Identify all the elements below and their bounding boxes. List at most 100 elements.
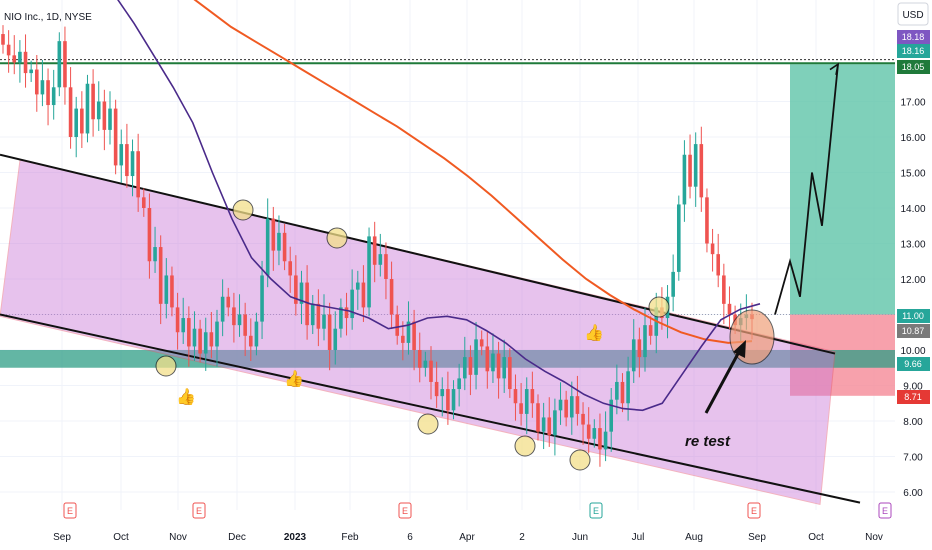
price-tick-label: 14.00	[900, 204, 925, 215]
candle-body	[271, 218, 276, 251]
candle-body	[361, 282, 366, 308]
time-tick-label: Apr	[459, 532, 475, 543]
candle-body	[34, 69, 39, 95]
candle-body	[423, 360, 428, 368]
candle-body	[226, 296, 231, 308]
candle-body	[705, 197, 709, 244]
candle-body	[265, 218, 270, 276]
annotations: re test	[685, 62, 840, 450]
price-tag-label: 18.16	[902, 46, 925, 56]
candle-body	[378, 254, 383, 265]
candle-body	[508, 357, 512, 390]
candle-body	[406, 321, 411, 343]
price-tag-label: 11.00	[902, 311, 924, 321]
candle-body	[130, 151, 135, 177]
price-tick-label: 7.00	[903, 453, 923, 464]
candle-body	[29, 69, 33, 74]
price-tick-label: 16.00	[900, 133, 925, 144]
price-tick-label: 8.00	[903, 417, 923, 428]
candle-body	[417, 350, 422, 368]
earnings-marker	[747, 502, 761, 519]
candle-body	[530, 389, 535, 404]
candle-body	[96, 101, 101, 120]
candle-body	[631, 339, 636, 372]
price-tick-label: 10.00	[900, 346, 925, 357]
candle-body	[553, 410, 557, 436]
projection-arrowhead	[829, 62, 840, 76]
time-tick-label: 6	[407, 532, 413, 543]
candlestick-series	[1, 25, 754, 467]
candle-body	[237, 314, 242, 326]
candle-body	[609, 399, 614, 432]
candle-body	[575, 396, 580, 414]
earnings-marker-label: E	[402, 506, 408, 516]
candle-body	[569, 396, 574, 418]
candle-body	[671, 271, 675, 297]
candle-body	[451, 389, 456, 411]
candle-body	[85, 83, 90, 134]
candle-body	[136, 151, 140, 198]
candle-body	[395, 314, 400, 336]
earnings-marker-label: E	[196, 506, 202, 516]
candle-body	[57, 41, 62, 88]
price-tag	[897, 390, 930, 404]
price-tick-label: 9.00	[903, 382, 923, 393]
earnings-marker-label: E	[751, 506, 757, 516]
candle-body	[175, 307, 180, 333]
candle-body	[434, 381, 439, 397]
candle-body	[113, 108, 118, 166]
candle-body	[722, 275, 726, 304]
candle-body	[598, 428, 602, 450]
channel-lower-line	[0, 313, 861, 504]
candle-body	[40, 80, 45, 95]
touch-circle	[648, 296, 670, 318]
candle-body	[119, 144, 124, 166]
candle-body	[457, 378, 461, 390]
candle-body	[232, 307, 236, 326]
candle-body	[147, 208, 152, 262]
touch-circle	[514, 435, 536, 457]
candle-body	[648, 325, 653, 336]
price-tag	[897, 60, 930, 74]
candle-body	[384, 254, 388, 279]
price-axis[interactable]: 6.00 7.00 8.00 9.00 10.00 11.00 12.00 13.00 14.0…	[895, 0, 932, 550]
currency-button[interactable]	[897, 2, 929, 26]
price-tag	[897, 357, 930, 371]
candle-body	[536, 403, 540, 432]
candle-body	[153, 247, 157, 262]
candle-body	[203, 332, 208, 354]
candle-body	[710, 243, 715, 255]
candle-body	[215, 321, 219, 347]
time-axis[interactable]: Sep Oct Nov Dec 2023 Feb 6 Apr 2 Jun Jul Aug Sep Oct N…	[53, 532, 883, 543]
retest-arrowhead	[733, 340, 746, 358]
candle-body	[513, 389, 518, 404]
candle-body	[547, 417, 552, 436]
time-tick-label: Oct	[113, 532, 129, 543]
price-tag-label: 18.18	[902, 32, 925, 42]
thumbs-up-icon: 👍	[176, 387, 196, 406]
candle-body	[626, 371, 630, 404]
candle-body	[288, 261, 293, 276]
time-tick-label: 2	[519, 532, 525, 543]
candle-body	[294, 275, 298, 304]
candle-body	[564, 399, 568, 418]
time-tick-label: Oct	[808, 532, 824, 543]
time-tick-label: Jul	[632, 532, 645, 543]
candle-body	[586, 424, 591, 439]
candle-body	[581, 413, 585, 425]
time-tick-label: Nov	[169, 532, 187, 543]
candle-body	[491, 353, 495, 372]
candle-body	[248, 335, 253, 347]
candle-body	[243, 314, 247, 336]
candle-body	[519, 403, 523, 414]
candle-body	[322, 314, 326, 329]
price-axis-bg	[895, 0, 932, 550]
price-tick-label: 17.00	[900, 98, 925, 109]
time-tick-label: Sep	[53, 532, 71, 543]
candle-body	[18, 51, 22, 63]
price-tag	[897, 44, 930, 58]
target-zone	[790, 64, 895, 315]
candle-body	[693, 144, 698, 187]
